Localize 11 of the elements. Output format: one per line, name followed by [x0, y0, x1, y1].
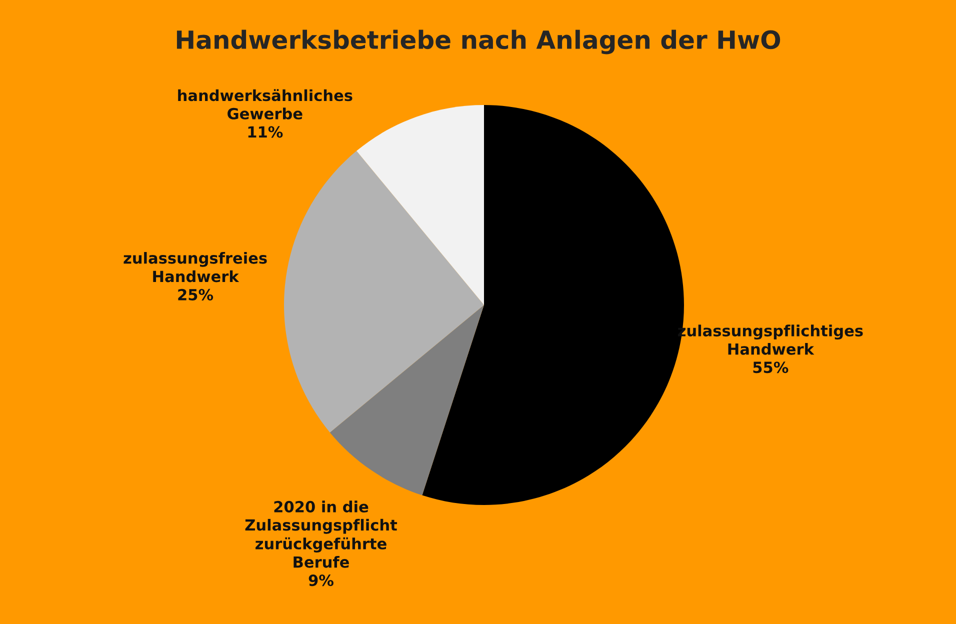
- data-label: 9%: [308, 574, 334, 586]
- slice-label: 2020 in die Zulassungspflicht zurückgeführte Berufe: [245, 500, 398, 568]
- chart-title: Handwerksbetriebe nach Anlagen der HwO: [176, 30, 780, 54]
- pie-slice: [330, 305, 484, 496]
- data-label: 25%: [178, 288, 214, 300]
- slice-label: zulassungsfreies Handwerk: [124, 252, 267, 282]
- data-label: 55%: [753, 362, 788, 374]
- data-label: 11%: [248, 126, 283, 138]
- pie-slice: [284, 150, 484, 432]
- pie-slice: [356, 105, 484, 305]
- slice-label: handwerksähnliches Gewerbe: [178, 89, 352, 120]
